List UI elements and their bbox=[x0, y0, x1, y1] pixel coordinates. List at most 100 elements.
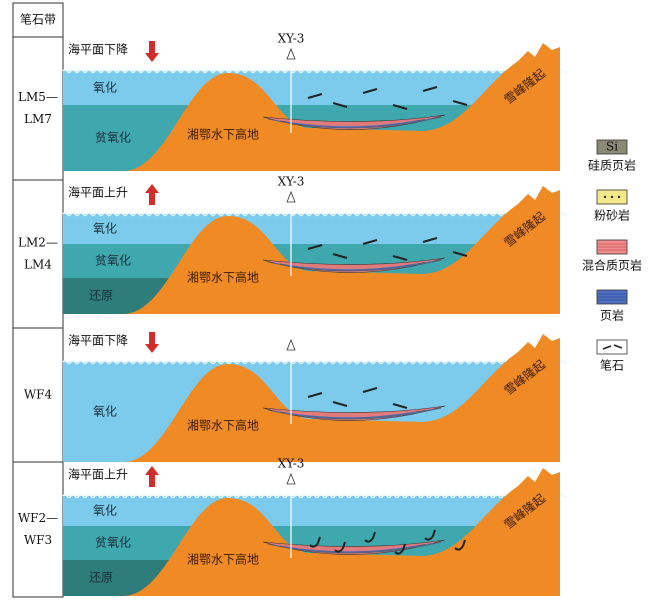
water-layer bbox=[63, 214, 560, 244]
legend-label: 笔石 bbox=[600, 358, 624, 373]
sea-surface bbox=[62, 68, 568, 74]
graptolite bbox=[364, 531, 376, 543]
graptolite bbox=[334, 541, 346, 553]
zone-layer-label: 氧化 bbox=[93, 504, 117, 518]
well-label: XY-3 bbox=[278, 175, 305, 189]
graptolite bbox=[394, 543, 406, 555]
sea-level-label: 海平面下降 bbox=[68, 42, 128, 57]
zone-layer-label: 氧化 bbox=[93, 405, 117, 419]
graptolite bbox=[362, 239, 378, 245]
sediment-lens bbox=[262, 114, 446, 130]
graptolite bbox=[452, 100, 468, 106]
graptolite bbox=[307, 244, 323, 250]
zone-layer-label: 还原 bbox=[89, 289, 113, 303]
graptolite bbox=[332, 253, 348, 259]
legend-label: 粉砂岩 bbox=[594, 208, 630, 223]
terrain bbox=[63, 43, 560, 171]
silt-dot bbox=[603, 195, 607, 199]
sediment-lens bbox=[262, 539, 446, 555]
legend-label: 混合质页岩 bbox=[582, 258, 642, 273]
zone-label: LM4 bbox=[24, 258, 52, 272]
legend-item: 粉砂岩 bbox=[594, 189, 630, 223]
legend-item: 笔石 bbox=[596, 339, 628, 373]
graptolite bbox=[392, 403, 408, 409]
graptolite bbox=[307, 392, 323, 398]
graptolite bbox=[452, 251, 468, 257]
zone-layer-label: 氧化 bbox=[93, 81, 117, 95]
well-arrow bbox=[286, 190, 296, 203]
well-arrow bbox=[286, 338, 296, 351]
zone-label: WF3 bbox=[24, 533, 52, 547]
sediment-lens bbox=[262, 257, 446, 273]
well-label: XY-3 bbox=[278, 32, 305, 46]
zone-label: LM5— bbox=[18, 90, 58, 104]
sea-surface bbox=[62, 359, 568, 365]
graptolite bbox=[332, 102, 348, 108]
graptolite bbox=[332, 401, 348, 407]
graptolite bbox=[392, 104, 408, 110]
zone-layer-label: 还原 bbox=[89, 571, 113, 585]
terrain bbox=[63, 186, 560, 314]
terrain bbox=[63, 468, 560, 596]
highland-label: 湘鄂水下高地 bbox=[187, 270, 259, 285]
graptolite bbox=[454, 539, 466, 551]
well-arrow bbox=[286, 472, 296, 485]
sea-level-arrow bbox=[145, 41, 159, 62]
graptolite-symbol bbox=[602, 344, 623, 350]
zone-label: WF4 bbox=[24, 388, 53, 402]
zone-layer-label: 贫氧化 bbox=[95, 130, 131, 145]
legend-item: 页岩 bbox=[596, 289, 628, 323]
silt-dot bbox=[610, 195, 614, 199]
legend-item: Si 硅质页岩 bbox=[588, 140, 636, 173]
graptolite bbox=[392, 255, 408, 261]
sea-level-arrow bbox=[145, 466, 159, 487]
highland-label: 湘鄂水下高地 bbox=[187, 552, 259, 567]
graptolite bbox=[422, 237, 438, 243]
graptolite bbox=[362, 387, 378, 393]
terrain bbox=[63, 334, 560, 462]
water-layer bbox=[63, 496, 560, 526]
legend-swatch bbox=[596, 139, 628, 155]
zone-layer-label: 贫氧化 bbox=[95, 535, 131, 550]
sediment-line bbox=[285, 120, 418, 128]
sediment-line bbox=[285, 411, 418, 419]
zone-layer-label: 贫氧化 bbox=[95, 253, 131, 268]
sediment-lens bbox=[262, 405, 446, 421]
graptolite bbox=[307, 93, 323, 99]
sea-surface bbox=[62, 493, 568, 499]
graptolite bbox=[362, 88, 378, 94]
zone-layer-label: 氧化 bbox=[93, 222, 117, 236]
graptolite bbox=[422, 86, 438, 92]
legend-item: 混合质页岩 bbox=[582, 239, 642, 273]
well-label: XY-3 bbox=[278, 457, 305, 471]
legend-swatch bbox=[596, 339, 628, 355]
sediment-line bbox=[285, 263, 418, 271]
sea-level-label: 海平面下降 bbox=[68, 333, 128, 348]
sea-surface bbox=[62, 211, 568, 217]
zone-label: LM2— bbox=[18, 236, 58, 250]
column-title: 笔石带 bbox=[20, 12, 56, 27]
water-layer bbox=[63, 71, 560, 105]
silt-dot bbox=[617, 195, 621, 199]
sea-level-arrow bbox=[145, 332, 159, 353]
sea-level-label: 海平面上升 bbox=[68, 185, 128, 200]
legend-label: 硅质页岩 bbox=[588, 158, 636, 173]
well-arrow bbox=[286, 47, 296, 60]
highland-label: 湘鄂水下高地 bbox=[187, 127, 259, 142]
zone-label: WF2— bbox=[18, 511, 58, 525]
legend-symbol: Si bbox=[606, 140, 618, 154]
graptolite bbox=[309, 536, 321, 548]
graptolite bbox=[424, 529, 436, 541]
highland-label: 湘鄂水下高地 bbox=[187, 418, 259, 433]
sea-level-arrow bbox=[145, 184, 159, 205]
zone-label: LM7 bbox=[24, 112, 52, 126]
legend-label: 页岩 bbox=[600, 308, 624, 323]
zone-column bbox=[12, 2, 64, 598]
sea-level-label: 海平面上升 bbox=[68, 467, 128, 482]
